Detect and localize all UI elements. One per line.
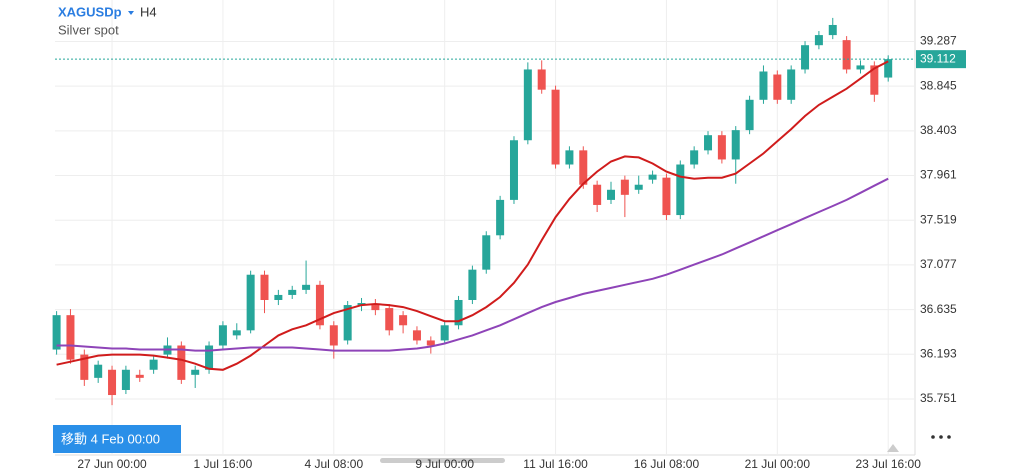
badge-bg[interactable] — [53, 425, 181, 453]
candle-body — [315, 284, 324, 326]
candle-body — [426, 340, 435, 346]
candle-body — [496, 199, 505, 236]
timeframe[interactable]: H4 — [140, 4, 157, 19]
candle-body — [731, 130, 740, 160]
symbol[interactable]: XAGUSDp — [58, 4, 122, 19]
candle-body — [177, 345, 186, 380]
candle-body — [343, 305, 352, 341]
y-tick-label: 36.635 — [920, 302, 957, 316]
candle-body — [218, 325, 227, 346]
candle-body — [704, 135, 713, 151]
y-tick-label: 37.519 — [920, 212, 957, 226]
candle-body — [80, 354, 89, 380]
candle-body — [371, 305, 380, 311]
candle-body — [94, 364, 103, 378]
candle-body — [468, 269, 477, 300]
marks — [52, 17, 915, 406]
candle-body — [509, 140, 518, 200]
candle-body — [634, 184, 643, 190]
candle-body — [412, 330, 421, 341]
candle-body — [537, 69, 546, 90]
x-tick-label: 23 Jul 16:00 — [856, 457, 922, 471]
candle-body — [676, 164, 685, 216]
candle-body — [565, 150, 574, 165]
y-tick-label: 37.961 — [920, 168, 957, 182]
x-tick-label: 4 Jul 08:00 — [304, 457, 363, 471]
candle-body — [260, 274, 269, 300]
badge[interactable]: 移動 4 Feb 00:00 — [61, 431, 160, 446]
candle-body — [523, 69, 532, 141]
candle-body — [357, 303, 366, 306]
candle-body — [205, 345, 214, 370]
y-tick-label: 36.193 — [920, 346, 957, 360]
candle-body — [482, 235, 491, 270]
y-tick-label: 38.845 — [920, 78, 957, 92]
x-tick-label: 16 Jul 08:00 — [634, 457, 700, 471]
x-tick-label: 27 Jun 00:00 — [77, 457, 147, 471]
candle-body — [690, 150, 699, 165]
scroll-arrow[interactable] — [887, 444, 899, 452]
candle-body — [787, 69, 796, 100]
subtitle: Silver spot — [58, 22, 119, 37]
candle-body — [232, 330, 241, 336]
candle-body — [302, 284, 311, 290]
moving-average — [56, 60, 889, 371]
x-tick-label: 21 Jul 00:00 — [745, 457, 811, 471]
plot-area — [55, 0, 915, 455]
candle-body — [246, 274, 255, 331]
x-tick-label: 1 Jul 16:00 — [194, 457, 253, 471]
candle-body — [801, 45, 810, 70]
candle-body — [828, 24, 837, 36]
y-tick-label: 38.403 — [920, 123, 957, 137]
candle-body — [607, 189, 615, 200]
candle-body — [52, 315, 61, 350]
candle-body — [329, 325, 338, 346]
candle-body — [135, 374, 144, 378]
candle-body — [662, 177, 671, 216]
candle-body — [717, 135, 726, 160]
candle-body — [440, 325, 449, 341]
candle-body — [870, 65, 879, 95]
dropdown-icon[interactable] — [128, 11, 134, 15]
candle-body — [385, 308, 394, 331]
candle-body — [66, 315, 75, 360]
candle-body — [856, 65, 865, 70]
y-tick-label: 37.077 — [920, 257, 957, 271]
y-tick-label: 39.287 — [920, 34, 957, 48]
candle-body — [274, 294, 283, 300]
candle-body — [773, 74, 782, 100]
y-tick-label: 35.751 — [920, 391, 957, 405]
scrollbar[interactable] — [380, 458, 505, 463]
candle-body — [288, 289, 297, 295]
candle-body — [121, 369, 130, 390]
candle-body — [551, 89, 560, 165]
x-tick-label: 11 Jul 16:00 — [523, 457, 588, 471]
candle-body — [745, 99, 754, 131]
moving-average — [56, 177, 889, 352]
candle-body — [593, 184, 602, 205]
candle-body — [399, 315, 408, 326]
candle-body — [620, 179, 629, 195]
more-menu[interactable] — [931, 435, 951, 439]
candle-body — [108, 369, 117, 396]
candle-body — [191, 369, 200, 375]
last-price-label: 39.112 — [920, 51, 956, 65]
candle-body — [579, 150, 588, 185]
candle-body — [884, 59, 893, 78]
candle-body — [759, 71, 768, 100]
last-price-box — [916, 50, 966, 69]
candle-body — [814, 35, 823, 46]
grid — [55, 0, 915, 455]
candle-body — [454, 299, 463, 326]
candle-body — [149, 359, 158, 370]
candle-body — [842, 40, 851, 70]
candle-body — [648, 174, 657, 180]
x-tick-label: 9 Jul 00:00 — [415, 457, 474, 471]
